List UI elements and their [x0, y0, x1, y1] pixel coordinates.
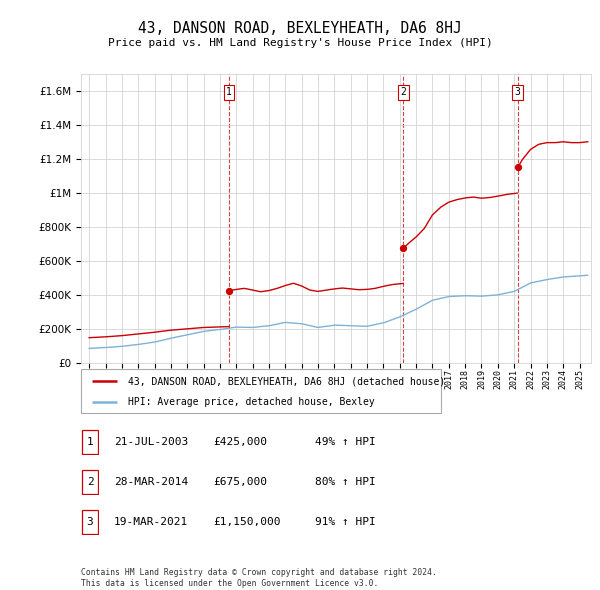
Text: 1: 1 — [86, 437, 94, 447]
Text: Price paid vs. HM Land Registry's House Price Index (HPI): Price paid vs. HM Land Registry's House … — [107, 38, 493, 48]
Text: 80% ↑ HPI: 80% ↑ HPI — [315, 477, 376, 487]
Text: 1: 1 — [226, 87, 232, 97]
Text: 3: 3 — [86, 517, 94, 527]
Text: 91% ↑ HPI: 91% ↑ HPI — [315, 517, 376, 527]
Text: 43, DANSON ROAD, BEXLEYHEATH, DA6 8HJ (detached house): 43, DANSON ROAD, BEXLEYHEATH, DA6 8HJ (d… — [128, 376, 445, 386]
Point — [398, 243, 408, 253]
FancyBboxPatch shape — [81, 369, 441, 413]
Text: 19-MAR-2021: 19-MAR-2021 — [114, 517, 188, 527]
Text: 43, DANSON ROAD, BEXLEYHEATH, DA6 8HJ: 43, DANSON ROAD, BEXLEYHEATH, DA6 8HJ — [138, 21, 462, 35]
Text: 28-MAR-2014: 28-MAR-2014 — [114, 477, 188, 487]
Text: 49% ↑ HPI: 49% ↑ HPI — [315, 437, 376, 447]
Text: 21-JUL-2003: 21-JUL-2003 — [114, 437, 188, 447]
Point — [224, 286, 234, 296]
Text: 3: 3 — [515, 87, 521, 97]
FancyBboxPatch shape — [82, 430, 98, 454]
Text: Contains HM Land Registry data © Crown copyright and database right 2024.: Contains HM Land Registry data © Crown c… — [81, 568, 437, 577]
Text: 2: 2 — [86, 477, 94, 487]
Text: 2: 2 — [401, 87, 406, 97]
FancyBboxPatch shape — [82, 470, 98, 494]
FancyBboxPatch shape — [82, 510, 98, 534]
Text: £675,000: £675,000 — [213, 477, 267, 487]
Text: This data is licensed under the Open Government Licence v3.0.: This data is licensed under the Open Gov… — [81, 579, 379, 588]
Text: £1,150,000: £1,150,000 — [213, 517, 281, 527]
Text: HPI: Average price, detached house, Bexley: HPI: Average price, detached house, Bexl… — [128, 397, 374, 407]
Text: £425,000: £425,000 — [213, 437, 267, 447]
Point — [513, 163, 523, 172]
